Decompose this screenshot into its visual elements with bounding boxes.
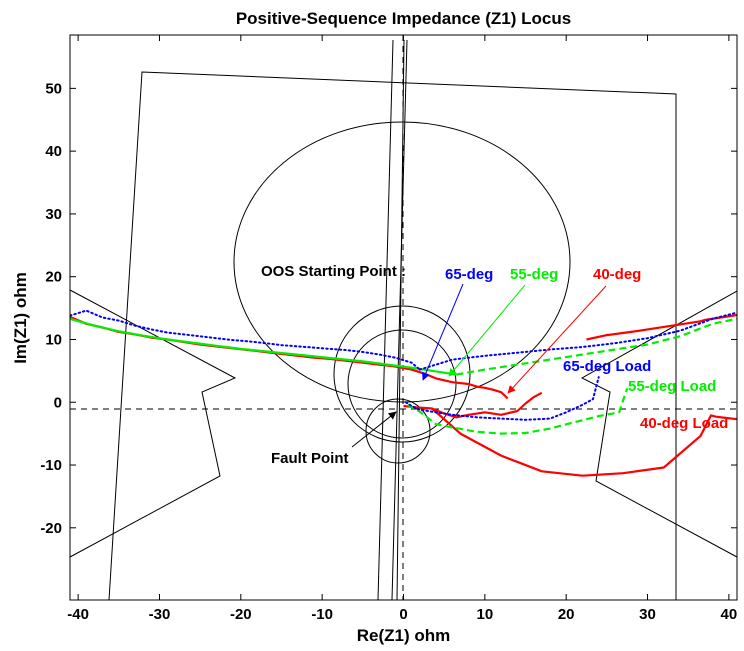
label-65-deg-load: 65-deg Load — [563, 358, 651, 375]
impedance-line-right — [391, 39, 408, 600]
mho-inner-circle — [347, 329, 457, 439]
annotation-layer: OOS Starting Point : 65-deg 55-deg 40-de… — [261, 263, 728, 467]
label-40-deg-load: 40-deg Load — [640, 415, 728, 432]
y-tick-label: 40 — [45, 143, 62, 160]
x-tick-label: -30 — [149, 606, 171, 623]
arrow-fault-point — [351, 411, 397, 448]
series-65-deg-load-line-9 — [404, 376, 600, 421]
x-tick-label: 0 — [399, 606, 407, 623]
impedance-line-left — [377, 39, 394, 600]
blinder-right — [580, 290, 737, 558]
x-tick-label: -10 — [311, 606, 333, 623]
zero-axes — [70, 35, 737, 600]
y-tick-label: 30 — [45, 206, 62, 223]
x-tick-label: 10 — [476, 606, 493, 623]
x-tick-label: 30 — [639, 606, 656, 623]
y-tick-label: -10 — [40, 457, 62, 474]
x-tick-label: -40 — [67, 606, 89, 623]
series-layer — [70, 309, 737, 477]
y-tick-label: 0 — [54, 394, 62, 411]
y-axis-label: Im(Z1) ohm — [11, 272, 30, 364]
mho-outer-circle — [233, 121, 571, 403]
x-tick-label: 20 — [558, 606, 575, 623]
arrow-40-deg — [507, 285, 607, 394]
y-tick-label: 50 — [45, 80, 62, 97]
y-tick-label: 10 — [45, 331, 62, 348]
y-tick-label: 20 — [45, 269, 62, 286]
reverse-circle — [365, 398, 431, 464]
arrow-55-deg — [448, 284, 526, 377]
oos-starting-point-label: OOS Starting Point : — [261, 263, 406, 280]
series-40-deg-load-line-3 — [431, 407, 737, 477]
label-55-deg-load: 55-deg Load — [628, 378, 716, 395]
mho-middle-circle — [333, 305, 471, 443]
x-tick-label: 40 — [721, 606, 738, 623]
y-tick-label: -20 — [40, 520, 62, 537]
blinder-left — [70, 289, 237, 558]
relay-characteristics — [70, 39, 737, 600]
series-55-deg-line-4 — [70, 317, 457, 376]
x-axis-label: Re(Z1) ohm — [357, 626, 451, 645]
axis-layer: -40 -30 -20 -10 0 10 20 30 40 -20 -10 0 10 20 30 40 50 — [40, 35, 737, 623]
series-55-deg-load-line-6 — [407, 388, 629, 435]
label-65-deg: 65-deg — [445, 266, 493, 283]
series-40-deg-load-line-2 — [403, 391, 543, 419]
x-tick-label: -20 — [230, 606, 252, 623]
chart-title: Positive-Sequence Impedance (Z1) Locus — [236, 9, 571, 28]
arrow-65-deg — [422, 283, 464, 381]
fault-point-label: Fault Point — [271, 450, 349, 467]
load-angle-line — [396, 39, 405, 600]
label-40-deg: 40-deg — [593, 266, 641, 283]
series-65-deg-line-8 — [418, 311, 737, 371]
series-65-deg-line-7 — [70, 309, 421, 371]
series-40-deg-line-0 — [70, 315, 509, 400]
quadrilateral-zone — [108, 71, 677, 600]
series-55-deg-line-5 — [456, 317, 737, 376]
label-55-deg: 55-deg — [510, 266, 558, 283]
